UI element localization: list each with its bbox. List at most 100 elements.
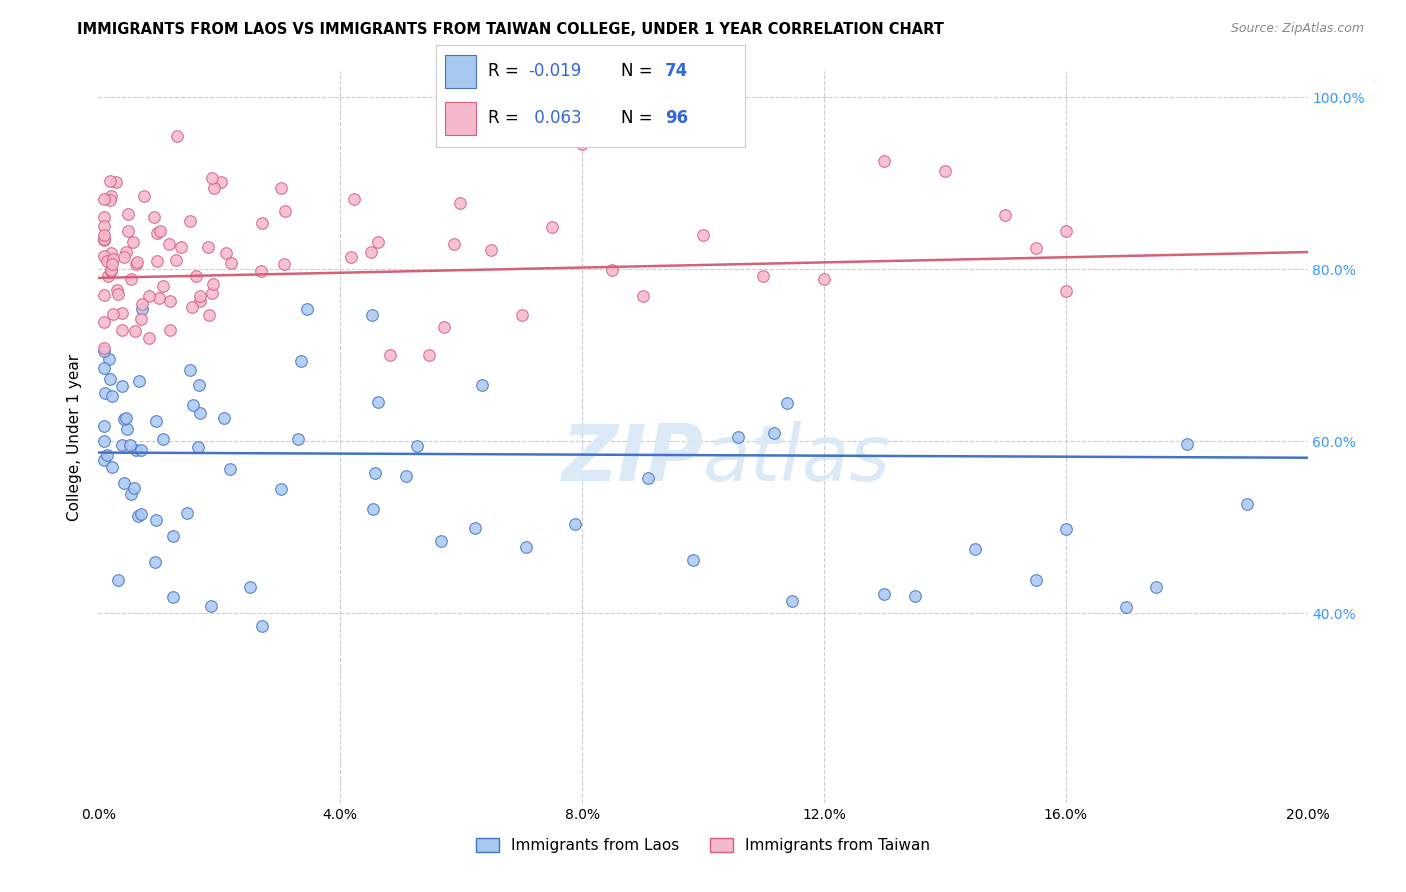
Point (290, 353, 312, 368)
Point (143, 555, 166, 569)
Point (148, 224, 170, 238)
Text: atlas: atlas (703, 421, 891, 497)
Point (1236, 497, 1258, 511)
Point (93, 343, 115, 358)
Point (107, 287, 129, 301)
Point (813, 272, 835, 286)
Point (124, 443, 146, 458)
Point (418, 348, 440, 362)
Point (100, 257, 122, 271)
Point (166, 128, 188, 143)
Point (762, 425, 785, 440)
Point (132, 189, 155, 203)
Point (631, 289, 654, 303)
Point (215, 246, 238, 260)
Point (1054, 224, 1077, 238)
Point (145, 226, 167, 240)
Point (602, 263, 624, 277)
Point (367, 395, 389, 409)
Point (361, 308, 384, 322)
Point (181, 398, 204, 412)
Point (128, 374, 150, 388)
Point (125, 255, 148, 269)
Point (270, 482, 292, 496)
Point (129, 311, 152, 326)
Point (661, 96, 683, 111)
Point (114, 244, 136, 259)
Point (274, 204, 297, 219)
Point (100, 189, 122, 203)
Point (120, 487, 142, 501)
Point (112, 476, 135, 491)
Point (198, 308, 221, 322)
Point (105, 175, 128, 189)
Point (994, 208, 1017, 222)
Point (571, 136, 593, 151)
Point (395, 469, 418, 483)
Point (449, 195, 471, 210)
Point (209, 175, 232, 189)
Point (93, 249, 115, 263)
Point (100, 262, 122, 277)
Point (201, 285, 224, 300)
Point (129, 443, 152, 458)
Point (363, 502, 385, 516)
Point (93, 453, 115, 467)
Point (122, 481, 145, 495)
Point (127, 508, 149, 523)
Point (112, 412, 135, 426)
Point (165, 252, 187, 267)
Point (188, 294, 211, 309)
Point (287, 432, 309, 446)
Point (93, 228, 115, 243)
Point (212, 411, 235, 425)
Point (100, 246, 122, 260)
Point (124, 325, 146, 339)
Point (93, 361, 115, 376)
Text: ZIP: ZIP (561, 421, 703, 497)
Point (965, 542, 987, 557)
Point (873, 586, 896, 600)
Point (202, 180, 225, 194)
Point (179, 363, 201, 377)
Point (162, 529, 184, 543)
Point (188, 378, 211, 392)
Point (152, 433, 174, 447)
Point (93, 232, 115, 246)
Point (197, 240, 219, 254)
Text: 74: 74 (665, 62, 688, 80)
Point (219, 462, 242, 476)
Point (682, 553, 704, 567)
Point (111, 438, 134, 452)
Point (727, 430, 749, 444)
Point (378, 348, 401, 362)
Point (145, 414, 167, 428)
Point (188, 406, 211, 420)
Point (111, 323, 134, 337)
Point (873, 154, 896, 169)
Point (252, 216, 274, 230)
Bar (446, 102, 477, 135)
Point (148, 291, 170, 305)
Point (112, 250, 135, 264)
Point (184, 268, 207, 283)
Point (152, 278, 174, 293)
Point (118, 438, 141, 452)
Point (96, 254, 118, 268)
Point (159, 322, 181, 336)
Point (111, 306, 134, 320)
Y-axis label: College, Under 1 year: College, Under 1 year (67, 353, 83, 521)
Point (94, 386, 117, 401)
Point (93, 315, 115, 329)
Point (100, 372, 122, 386)
Point (339, 250, 361, 264)
Point (93, 211, 115, 225)
Point (471, 378, 494, 392)
Point (364, 466, 387, 480)
Point (96, 448, 118, 462)
Point (273, 257, 295, 271)
Point (481, 243, 503, 257)
Point (93, 233, 115, 247)
Point (105, 283, 128, 297)
Point (464, 521, 486, 535)
